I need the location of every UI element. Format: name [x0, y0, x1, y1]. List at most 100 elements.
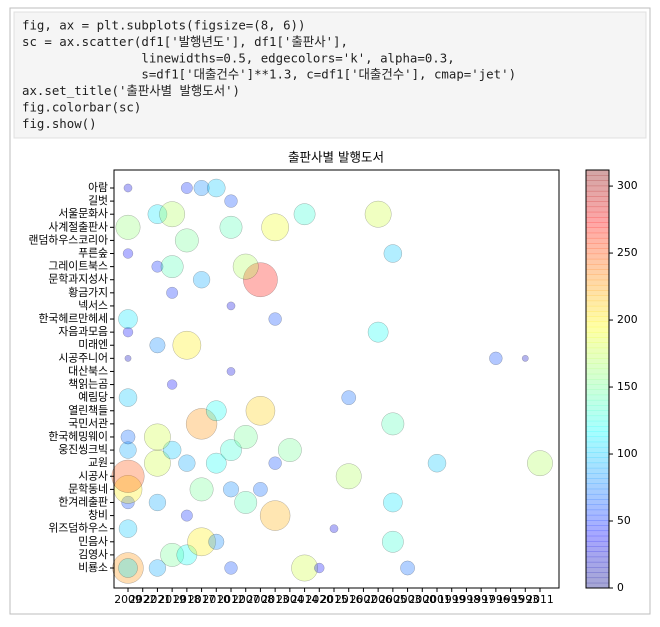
colorbar-segment: [586, 326, 609, 333]
scatter-point: [364, 200, 392, 228]
scatter-point: [234, 491, 258, 514]
scatter-point: [119, 441, 137, 459]
scatter-point: [189, 477, 214, 502]
x-tick-label: 2003: [394, 593, 421, 606]
colorbar-segment: [586, 405, 609, 411]
x-tick-label: 2016: [335, 593, 363, 606]
scatter-point: [118, 558, 138, 578]
colorbar-segment: [586, 493, 609, 500]
colorbar-segment: [586, 316, 609, 323]
colorbar-segment: [586, 452, 609, 458]
y-tick-label: 시공주니어: [58, 351, 108, 364]
scatter-point: [162, 440, 182, 460]
scatter-point: [192, 271, 211, 289]
colorbar-segment: [586, 305, 609, 312]
x-tick-label: 1997: [467, 593, 494, 606]
colorbar-segment: [586, 504, 609, 511]
scatter-point: [291, 554, 318, 582]
scatter-point: [233, 425, 258, 449]
scatter-point: [220, 439, 242, 461]
y-tick-label: 책읽는곰: [68, 378, 108, 391]
scatter-point: [293, 203, 316, 226]
colorbar-segment: [586, 201, 609, 208]
scatter-point: [335, 463, 362, 490]
scatter-point: [124, 354, 132, 362]
y-tick-label: 황금가지: [68, 286, 108, 299]
colorbar-segment: [586, 426, 609, 432]
scatter-point: [174, 228, 199, 253]
scatter-point: [245, 395, 276, 426]
code-line: linewidths=0.5, edgecolors='k', alpha=0.…: [22, 50, 455, 65]
colorbar-segment: [586, 530, 609, 537]
scatter-point: [268, 312, 282, 326]
colorbar-segment: [586, 358, 609, 364]
scatter-point: [160, 255, 184, 279]
scatter-point: [149, 337, 166, 354]
colorbar-segment: [586, 180, 609, 187]
colorbar-segment: [586, 284, 609, 291]
scatter-point: [166, 286, 179, 299]
scatter-point: [118, 309, 138, 329]
colorbar-segment: [586, 572, 609, 579]
y-tick-label: 랜덤하우스코리아: [29, 232, 109, 246]
y-tick-label: 한겨레출판: [58, 495, 108, 508]
code-line: fig.show(): [22, 116, 97, 131]
colorbar-segment: [586, 561, 609, 568]
scatter-point: [121, 495, 135, 510]
x-tick-label: 1993: [512, 593, 539, 606]
x-tick-label: 2017: [188, 593, 215, 606]
scatter-point: [219, 215, 243, 239]
colorbar-segment: [586, 441, 609, 448]
colorbar-segment: [586, 540, 609, 547]
scatter-point: [383, 492, 403, 513]
scatter-point: [193, 179, 210, 197]
scatter-point: [261, 213, 290, 242]
colorbar-segment: [586, 196, 609, 202]
scatter-point: [159, 201, 186, 228]
scatter-point: [259, 500, 291, 531]
scatter-point: [253, 482, 268, 497]
y-tick-label: 길벗: [88, 194, 108, 207]
colorbar-segment: [586, 232, 609, 239]
y-tick-label: 푸른숲: [78, 247, 108, 260]
colorbar-segment: [586, 347, 609, 354]
scatter-point: [122, 326, 134, 338]
scatter-point: [118, 519, 138, 538]
x-tick-label: 2008: [247, 593, 275, 606]
colorbar-segment: [586, 462, 609, 469]
scatter-point: [147, 204, 168, 225]
y-tick-label: 국민서관: [68, 417, 108, 430]
colorbar-segment: [586, 525, 609, 532]
scatter-point: [176, 544, 198, 566]
x-tick-label: 2022: [129, 593, 156, 606]
scatter-point: [151, 260, 164, 273]
colorbar-segment: [586, 420, 609, 427]
y-tick-label: 민음사: [78, 535, 108, 548]
y-tick-label: 대산북스: [68, 364, 108, 377]
colorbar-segment: [586, 321, 609, 328]
colorbar-segment: [586, 170, 609, 176]
x-tick-label: 1996: [482, 593, 510, 606]
x-tick-label: 2015: [320, 593, 347, 606]
scatter-point: [118, 388, 138, 407]
scatter-point: [277, 438, 302, 463]
x-tick-label: 2012: [217, 593, 244, 606]
scatter-point: [226, 301, 236, 311]
colorbar-segment: [586, 546, 609, 552]
colorbar-segment: [586, 457, 609, 464]
colorbar-tick-label: 100: [617, 447, 638, 460]
colorbar-segment: [586, 514, 609, 521]
scatter-point: [166, 379, 178, 390]
x-tick-label: 2020: [306, 593, 334, 606]
x-tick-label: 2010: [203, 593, 231, 606]
y-tick-label: 예림당: [78, 391, 108, 404]
colorbar-segment: [586, 410, 609, 417]
colorbar-segment: [586, 237, 609, 244]
colorbar-segment: [586, 211, 609, 218]
y-tick-label: 열린책들: [68, 404, 108, 417]
colorbar-segment: [586, 467, 609, 474]
scatter-point: [144, 423, 171, 451]
scatter-point: [187, 527, 216, 557]
colorbar-segment: [586, 175, 609, 181]
colorbar-segment: [586, 488, 609, 495]
